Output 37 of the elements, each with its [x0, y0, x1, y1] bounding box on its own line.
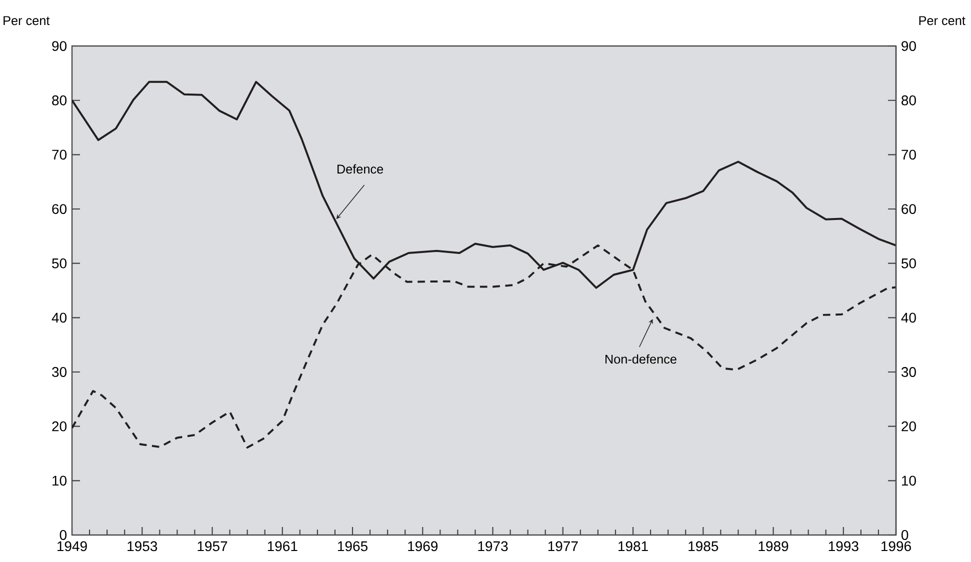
x-tick-label: 1993 — [828, 541, 858, 552]
y2-tick-label: 60 — [902, 204, 916, 214]
y-tick-label: 30 — [52, 367, 67, 377]
y-tick-label: 40 — [52, 312, 67, 323]
y-tick-label: 20 — [52, 421, 67, 432]
x-tick-label: 1977 — [548, 541, 578, 552]
annotation: Non-defence — [606, 354, 676, 364]
x-tick-label: 1985 — [688, 541, 718, 552]
y2-tick-label: 20 — [902, 421, 916, 432]
y2-axis-title: Per cent — [919, 16, 966, 26]
y-tick-label: 80 — [52, 95, 67, 106]
y-tick-label: 70 — [52, 150, 67, 160]
x-tick-label: 1996 — [881, 541, 911, 552]
x-tick-label: 1949 — [58, 541, 87, 552]
x-tick-label: 1957 — [198, 541, 228, 552]
y2-tick-label: 70 — [902, 150, 916, 160]
x-tick-label: 1953 — [128, 541, 158, 552]
y-tick-label: 50 — [52, 258, 67, 268]
x-tick-label: 1965 — [338, 541, 368, 552]
y2-tick-label: 80 — [902, 95, 916, 106]
x-tick-label: 1961 — [268, 541, 298, 552]
x-tick-label: 1973 — [478, 541, 508, 552]
x-tick-label: 1981 — [618, 541, 648, 552]
y2-tick-label: 90 — [902, 41, 916, 51]
y-tick-label: 10 — [52, 476, 67, 486]
y2-tick-label: 40 — [901, 312, 916, 323]
y2-tick-label: 30 — [901, 367, 916, 377]
y-tick-label: 90 — [52, 41, 67, 51]
annotation: Defence — [338, 164, 384, 174]
y-tick-label: 60 — [52, 204, 67, 214]
y-axis-title: Per cent — [4, 16, 50, 26]
y2-tick-label: 10 — [902, 476, 916, 486]
x-tick-label: 1989 — [758, 541, 788, 552]
y2-tick-label: 0 — [901, 530, 908, 540]
y-tick-label: 0 — [60, 530, 67, 540]
y2-tick-label: 50 — [902, 258, 916, 268]
x-tick-label: 1969 — [408, 541, 438, 552]
